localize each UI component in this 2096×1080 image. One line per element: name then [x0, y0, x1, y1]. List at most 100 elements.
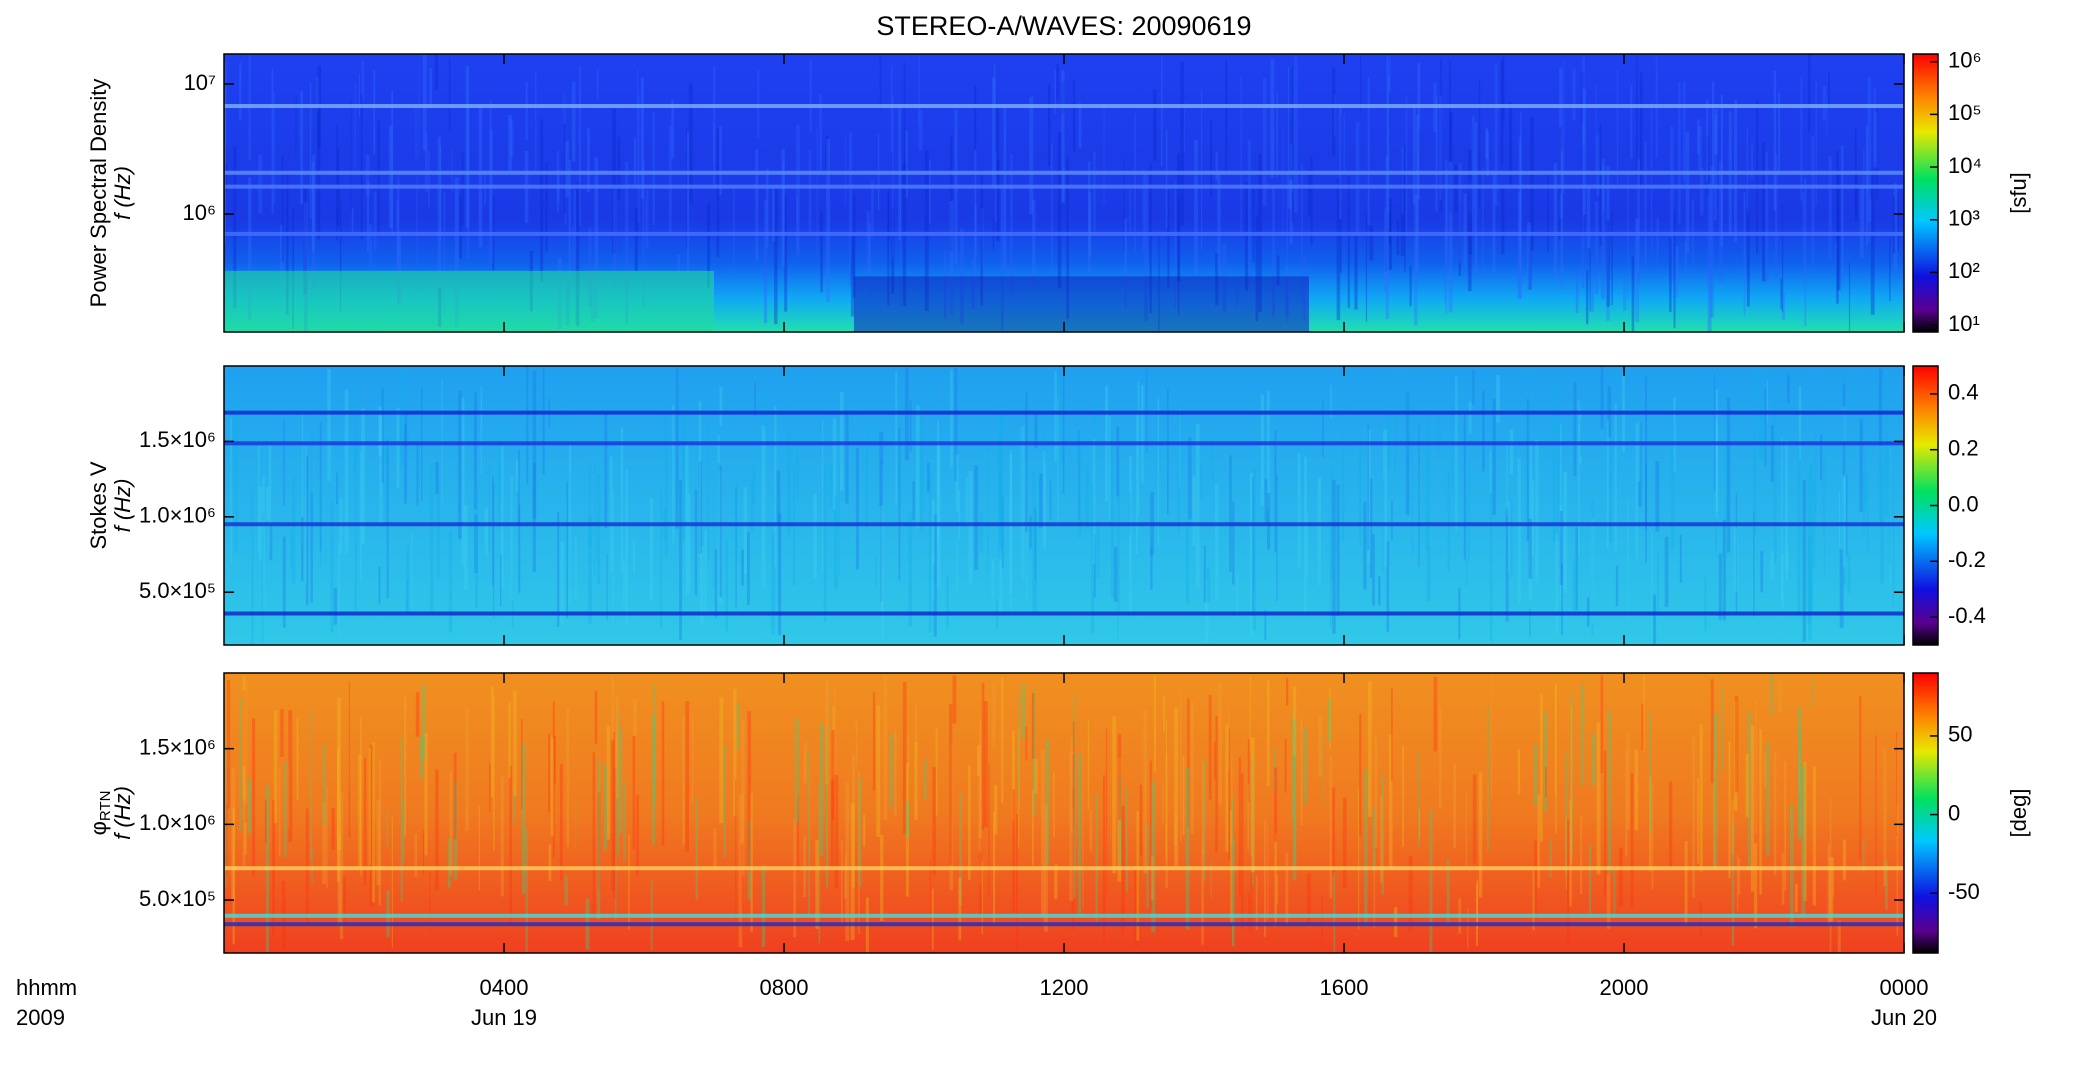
- spectrogram-texture: [1267, 492, 1271, 550]
- spectrogram-texture: [839, 391, 844, 491]
- spectrogram-texture: [914, 704, 918, 745]
- spectrogram-texture: [287, 759, 290, 828]
- spectrogram-texture: [907, 734, 910, 767]
- spectrogram-texture: [672, 405, 675, 543]
- spectrogram-texture: [493, 483, 495, 618]
- spectrogram-texture: [336, 124, 338, 241]
- spectrogram-texture: [400, 367, 404, 466]
- spectrogram-texture: [465, 708, 469, 831]
- spectrogram-texture: [889, 733, 893, 808]
- spectrogram-texture: [1596, 135, 1600, 197]
- spectrogram-texture: [1386, 54, 1389, 168]
- spectrogram-texture: [548, 844, 552, 881]
- spectrogram-texture: [1286, 172, 1289, 322]
- spectrogram-texture: [1249, 472, 1254, 638]
- spectrogram-texture: [1626, 733, 1630, 830]
- spectrogram-texture: [606, 725, 610, 840]
- spectrogram-texture: [1673, 209, 1676, 329]
- spectrogram-texture: [1250, 737, 1255, 873]
- spectrogram-texture: [622, 560, 626, 606]
- spectrogram-texture: [1699, 901, 1702, 937]
- spectrogram-texture: [1631, 256, 1635, 332]
- spectrogram-texture: [1306, 512, 1309, 575]
- spectrogram-texture: [1032, 199, 1036, 289]
- spectrogram-texture: [1532, 870, 1536, 931]
- spectrogram-texture: [296, 717, 299, 801]
- spectrogram-texture: [1136, 811, 1140, 941]
- spectrogram-texture: [1829, 857, 1834, 922]
- spectrogram-texture: [1530, 116, 1534, 251]
- spectrogram-texture: [1736, 854, 1739, 912]
- spectrogram-texture: [661, 701, 665, 846]
- spectrogram-texture: [1478, 79, 1481, 207]
- spectrogram-texture: [1174, 707, 1179, 867]
- spectrogram-band: [224, 441, 1904, 446]
- spectrogram-texture: [337, 834, 341, 927]
- spectrogram-texture: [1673, 397, 1676, 472]
- spectrogram-texture: [1738, 857, 1741, 895]
- spectrogram-texture: [1842, 383, 1846, 478]
- spectrogram-texture: [613, 732, 617, 768]
- spectrogram-texture: [979, 718, 982, 885]
- spectrogram-texture: [1802, 480, 1806, 642]
- spectrogram-texture: [1651, 532, 1653, 644]
- spectrogram-texture: [574, 537, 577, 601]
- spectrogram-texture: [1117, 734, 1122, 820]
- spectrogram-texture: [1669, 781, 1673, 870]
- spectrogram-texture: [369, 224, 373, 268]
- colorbar-tick-label: 10⁴: [1948, 153, 1982, 178]
- spectrogram-texture: [1463, 193, 1467, 268]
- y-tick-label: 1.0×10⁶: [139, 810, 216, 835]
- spectrogram-texture: [747, 711, 752, 872]
- spectrogram-texture: [1405, 392, 1410, 516]
- spectrogram-texture: [557, 511, 560, 627]
- spectrogram-texture: [699, 545, 704, 624]
- spectrogram-texture: [1589, 250, 1591, 312]
- spectrogram-texture: [475, 484, 478, 609]
- spectrogram-texture: [1862, 838, 1865, 873]
- spectrogram-texture: [378, 406, 383, 456]
- spectrogram-texture: [1438, 705, 1442, 809]
- spectrogram-texture: [1637, 421, 1641, 482]
- spectrogram-texture: [995, 106, 1000, 177]
- spectrogram-texture: [1586, 186, 1591, 248]
- spectrogram-texture: [564, 97, 567, 226]
- spectrogram-texture: [430, 463, 434, 616]
- spectrogram-texture: [1458, 201, 1461, 277]
- spectrogram-texture: [422, 829, 425, 876]
- spectrogram-texture: [1367, 429, 1371, 564]
- spectrogram-texture: [1892, 196, 1896, 253]
- spectrogram-texture: [776, 470, 781, 524]
- spectrogram-texture: [1494, 63, 1498, 206]
- spectrogram-texture: [614, 764, 617, 921]
- spectrogram-texture: [931, 888, 934, 951]
- spectrogram-texture: [1579, 418, 1582, 457]
- spectrogram-texture: [999, 400, 1003, 551]
- spectrogram-texture: [268, 445, 272, 553]
- spectrogram-texture: [509, 766, 512, 927]
- spectrogram-texture: [1714, 517, 1717, 552]
- spectrogram-texture: [1215, 715, 1218, 853]
- spectrogram-texture: [994, 784, 998, 835]
- spectrogram-texture: [604, 413, 608, 529]
- spectrogram-texture: [763, 200, 768, 324]
- spectrogram-texture: [887, 186, 890, 240]
- spectrogram-texture: [429, 871, 431, 934]
- spectrogram-texture: [1570, 705, 1573, 864]
- spectrogram-texture: [556, 150, 560, 213]
- spectrogram-texture: [1657, 550, 1659, 613]
- spectrogram-texture: [1449, 61, 1451, 212]
- spectrogram-texture: [1343, 113, 1345, 173]
- spectrogram-texture: [952, 675, 957, 724]
- spectrogram-texture: [1018, 728, 1020, 848]
- spectrogram-texture: [1012, 730, 1015, 821]
- spectrogram-texture: [1664, 536, 1669, 608]
- spectrogram-texture: [388, 125, 393, 229]
- spectrogram-texture: [1322, 399, 1324, 458]
- spectrogram-texture: [1451, 381, 1454, 494]
- spectrogram-texture: [1600, 366, 1604, 429]
- spectrogram-texture: [559, 763, 563, 881]
- spectrogram-texture: [1606, 874, 1611, 929]
- spectrogram-texture: [1586, 270, 1589, 325]
- spectrogram-texture: [954, 368, 958, 482]
